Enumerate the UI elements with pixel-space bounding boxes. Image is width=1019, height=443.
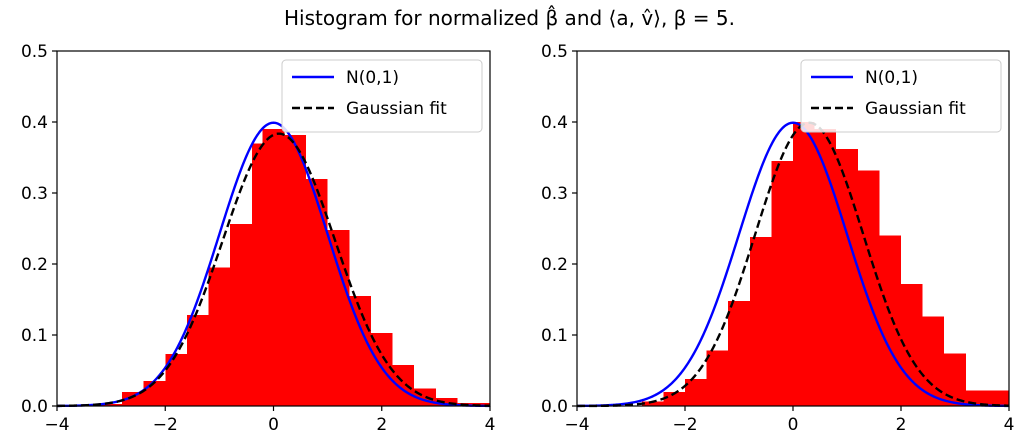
- histogram-bar: [284, 134, 306, 406]
- normal-curve: [577, 121, 1009, 408]
- figure-title: Histogram for normalized β̂ and ⟨a, v̂⟩,…: [283, 6, 735, 30]
- histogram-bar: [771, 161, 793, 406]
- x-tick-label: −4: [44, 415, 69, 435]
- y-tick-label: 0.5: [21, 42, 48, 62]
- y-tick-label: 0.0: [21, 397, 48, 417]
- x-tick-label: −2: [153, 415, 178, 435]
- legend-label: N(0,1): [865, 68, 918, 88]
- histogram-bar: [165, 354, 187, 406]
- histogram-bar: [186, 315, 209, 406]
- histogram-bar: [641, 401, 664, 406]
- histogram-bar: [143, 381, 166, 406]
- histogram-bar: [230, 224, 252, 406]
- histogram-bar: [208, 267, 231, 406]
- histogram-bar: [728, 300, 750, 406]
- legend-label: Gaussian fit: [346, 99, 447, 119]
- histogram-bar: [305, 178, 328, 406]
- gaussian-fit-curve: [577, 121, 1010, 408]
- histogram-bar: [857, 170, 880, 406]
- y-tick-label: 0.2: [541, 255, 568, 275]
- x-tick-label: −2: [672, 415, 697, 435]
- histogram-bar: [121, 391, 144, 406]
- y-tick-label: 0.2: [21, 255, 48, 275]
- histogram-bar: [435, 398, 458, 406]
- y-tick-label: 0.4: [21, 113, 48, 133]
- gaussian-fit-curve: [56, 132, 491, 408]
- histogram-bar: [922, 316, 945, 406]
- y-tick-label: 0.5: [541, 42, 568, 62]
- y-tick-label: 0.3: [541, 184, 568, 204]
- x-tick-label: −4: [564, 415, 589, 435]
- histogram-bar: [879, 235, 901, 406]
- histogram-bar: [944, 353, 966, 406]
- histogram-bar: [262, 129, 285, 406]
- x-tick-label: 0: [788, 415, 799, 435]
- x-tick-label: 4: [485, 415, 496, 435]
- histogram-bar: [749, 237, 772, 406]
- histogram-bar: [793, 122, 815, 406]
- histogram-bar: [327, 229, 350, 406]
- histogram-bar: [685, 379, 707, 406]
- chart-panel-left: −4 −2 0 2 4 0.0 0.1 0.2 0.3 0.4 0.5 N(0,1) Gaussian …: [21, 42, 495, 435]
- legend-label: Gaussian fit: [865, 99, 966, 119]
- histogram-bar: [814, 129, 837, 406]
- histogram-bar: [392, 364, 415, 406]
- chart-panel-right: −4 −2 0 2 4 0.0 0.1 0.2 0.3 0.4 0.5 N(0,1) Gaussian …: [541, 42, 1014, 435]
- x-tick-label: 4: [1004, 415, 1015, 435]
- x-tick-label: 2: [896, 415, 907, 435]
- histogram-bar: [349, 295, 371, 406]
- histogram-bar: [100, 403, 122, 406]
- x-tick-label: 2: [376, 415, 387, 435]
- x-tick-label: 0: [268, 415, 279, 435]
- y-tick-label: 0.3: [21, 184, 48, 204]
- histogram-bar: [706, 350, 729, 406]
- y-tick-label: 0.4: [541, 113, 568, 133]
- histogram-bar: [663, 391, 685, 406]
- histogram-bar: [965, 390, 1009, 406]
- histogram-bar: [251, 143, 263, 407]
- y-tick-label: 0.1: [541, 326, 568, 346]
- y-tick-label: 0.0: [541, 397, 568, 417]
- y-tick-label: 0.1: [21, 326, 48, 346]
- legend-label: N(0,1): [346, 68, 399, 88]
